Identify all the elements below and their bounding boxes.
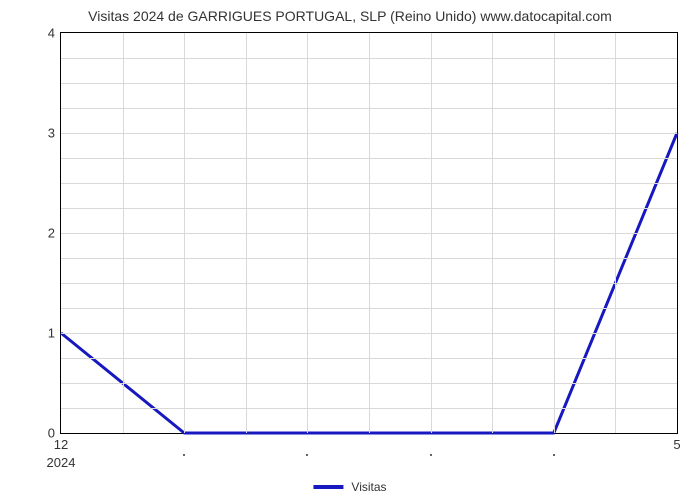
x-tick-minor-mark [306, 454, 308, 456]
y-tick-label: 4 [48, 26, 55, 41]
x-tick-minor-mark [183, 454, 185, 456]
grid-v [369, 33, 370, 433]
x-tick-year: 2024 [47, 455, 76, 470]
chart-title: Visitas 2024 de GARRIGUES PORTUGAL, SLP … [0, 0, 700, 24]
x-tick-label: 12 [54, 437, 68, 452]
grid-v [184, 33, 185, 433]
grid-v [615, 33, 616, 433]
legend-label: Visitas [351, 480, 386, 494]
visits-chart: Visitas 2024 de GARRIGUES PORTUGAL, SLP … [0, 0, 700, 500]
grid-v [123, 33, 124, 433]
plot-area: 012341220245 [60, 32, 678, 434]
chart-legend: Visitas [313, 480, 386, 494]
y-tick-label: 2 [48, 226, 55, 241]
y-tick-label: 1 [48, 326, 55, 341]
x-tick-label: 5 [673, 437, 680, 452]
grid-v [246, 33, 247, 433]
x-tick-minor-mark [553, 454, 555, 456]
x-tick-minor-mark [430, 454, 432, 456]
y-tick-label: 3 [48, 126, 55, 141]
grid-v [431, 33, 432, 433]
grid-v [307, 33, 308, 433]
legend-swatch [313, 485, 343, 489]
grid-v [492, 33, 493, 433]
grid-v [554, 33, 555, 433]
